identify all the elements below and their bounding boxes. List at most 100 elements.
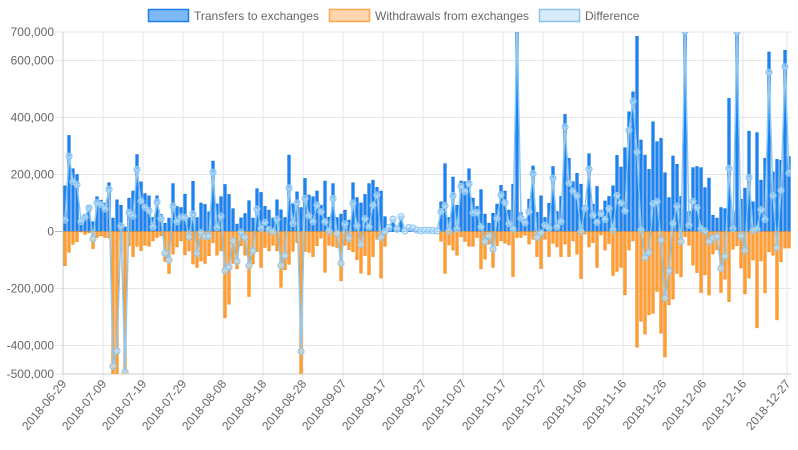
withdrawal-bar	[471, 231, 475, 247]
withdrawal-bar	[451, 231, 455, 251]
withdrawal-bar	[67, 231, 71, 253]
difference-point	[557, 217, 565, 226]
withdrawal-bar	[83, 231, 87, 235]
difference-point	[673, 202, 681, 210]
difference-point	[337, 259, 345, 268]
difference-point	[565, 179, 573, 187]
difference-point	[217, 212, 225, 220]
difference-point	[189, 210, 197, 218]
withdrawal-bar	[331, 231, 335, 247]
legend-label-transfers: Transfers to exchanges	[194, 9, 319, 23]
transfer-bar	[223, 184, 227, 232]
withdrawal-bar	[775, 231, 779, 321]
difference-point	[637, 226, 645, 234]
difference-point	[109, 362, 117, 370]
difference-point	[625, 126, 633, 134]
difference-point	[357, 241, 365, 249]
difference-point	[473, 208, 481, 217]
legend: Transfers to exchanges Withdrawals from …	[147, 8, 640, 23]
difference-point	[289, 219, 297, 228]
legend-item-transfers[interactable]: Transfers to exchanges	[147, 8, 319, 23]
legend-item-withdrawals[interactable]: Withdrawals from exchanges	[328, 8, 530, 23]
difference-point	[117, 222, 125, 230]
withdrawal-bar	[783, 231, 787, 249]
withdrawal-bar	[187, 231, 191, 252]
withdrawal-bar	[315, 231, 319, 247]
transfer-bar	[655, 141, 659, 232]
transfer-bar	[227, 194, 231, 232]
difference-point	[237, 228, 245, 236]
difference-point	[397, 213, 405, 221]
transfer-bar	[183, 193, 187, 232]
withdrawal-bar	[555, 231, 559, 248]
difference-point	[249, 246, 257, 255]
difference-point	[97, 200, 105, 209]
withdrawal-bar	[703, 231, 707, 276]
difference-point	[461, 188, 469, 196]
difference-point	[497, 191, 505, 199]
difference-point	[321, 218, 329, 226]
difference-point	[373, 191, 381, 199]
y-tick-label: 0	[47, 225, 54, 239]
withdrawal-bar	[547, 231, 551, 257]
difference-point	[777, 186, 785, 195]
difference-point	[63, 216, 69, 224]
y-tick-label: 700,000	[11, 25, 55, 39]
withdrawal-bar	[267, 231, 271, 252]
difference-point	[529, 170, 537, 178]
difference-point	[669, 219, 677, 228]
difference-point	[693, 203, 701, 212]
difference-point	[657, 236, 665, 244]
difference-point	[313, 201, 321, 209]
transfer-bar	[247, 200, 251, 232]
difference-point	[493, 214, 501, 222]
withdrawal-bar	[439, 231, 443, 242]
withdrawal-bar	[643, 231, 647, 335]
withdrawal-bar	[751, 231, 755, 261]
difference-point	[701, 227, 709, 235]
difference-point	[225, 263, 233, 271]
difference-point	[689, 197, 697, 205]
legend-item-difference[interactable]: Difference	[538, 8, 640, 23]
difference-point	[741, 246, 749, 255]
difference-point	[441, 201, 449, 210]
difference-point	[341, 220, 349, 228]
difference-point	[269, 228, 277, 236]
transfer-bar	[719, 207, 723, 232]
withdrawal-bar	[523, 231, 527, 236]
difference-point	[677, 238, 685, 246]
withdrawal-bar	[519, 231, 523, 238]
transfer-bar	[643, 154, 647, 232]
withdrawal-bar	[543, 231, 547, 240]
legend-label-withdrawals: Withdrawals from exchanges	[375, 9, 529, 23]
x-axis: 2018-06-292018-07-092018-07-192018-07-29…	[19, 377, 793, 433]
y-tick-label: 400,000	[11, 111, 55, 125]
difference-point	[149, 223, 157, 231]
difference-point	[105, 185, 113, 193]
difference-point	[573, 192, 581, 200]
difference-point	[77, 217, 85, 226]
withdrawal-bar	[575, 231, 579, 255]
withdrawal-bar	[747, 231, 751, 279]
difference-point	[101, 205, 109, 213]
difference-point	[761, 215, 769, 224]
difference-point	[449, 191, 457, 200]
withdrawal-bar	[699, 231, 703, 293]
transfer-bar	[491, 212, 495, 232]
difference-point	[133, 165, 141, 173]
legend-label-difference: Difference	[585, 9, 640, 23]
withdrawal-bar	[687, 231, 691, 246]
withdrawal-bar	[203, 231, 207, 264]
withdrawal-bar	[631, 231, 635, 242]
withdrawal-bar	[647, 231, 651, 316]
difference-point	[653, 197, 661, 206]
withdrawal-bar	[623, 231, 627, 296]
withdrawal-bar	[571, 231, 575, 242]
transfer-bar	[243, 213, 247, 232]
difference-point	[345, 234, 353, 242]
withdrawal-bar	[139, 231, 143, 251]
difference-point	[641, 254, 649, 262]
difference-point	[377, 233, 385, 242]
difference-point	[553, 223, 561, 231]
difference-point	[757, 205, 765, 214]
